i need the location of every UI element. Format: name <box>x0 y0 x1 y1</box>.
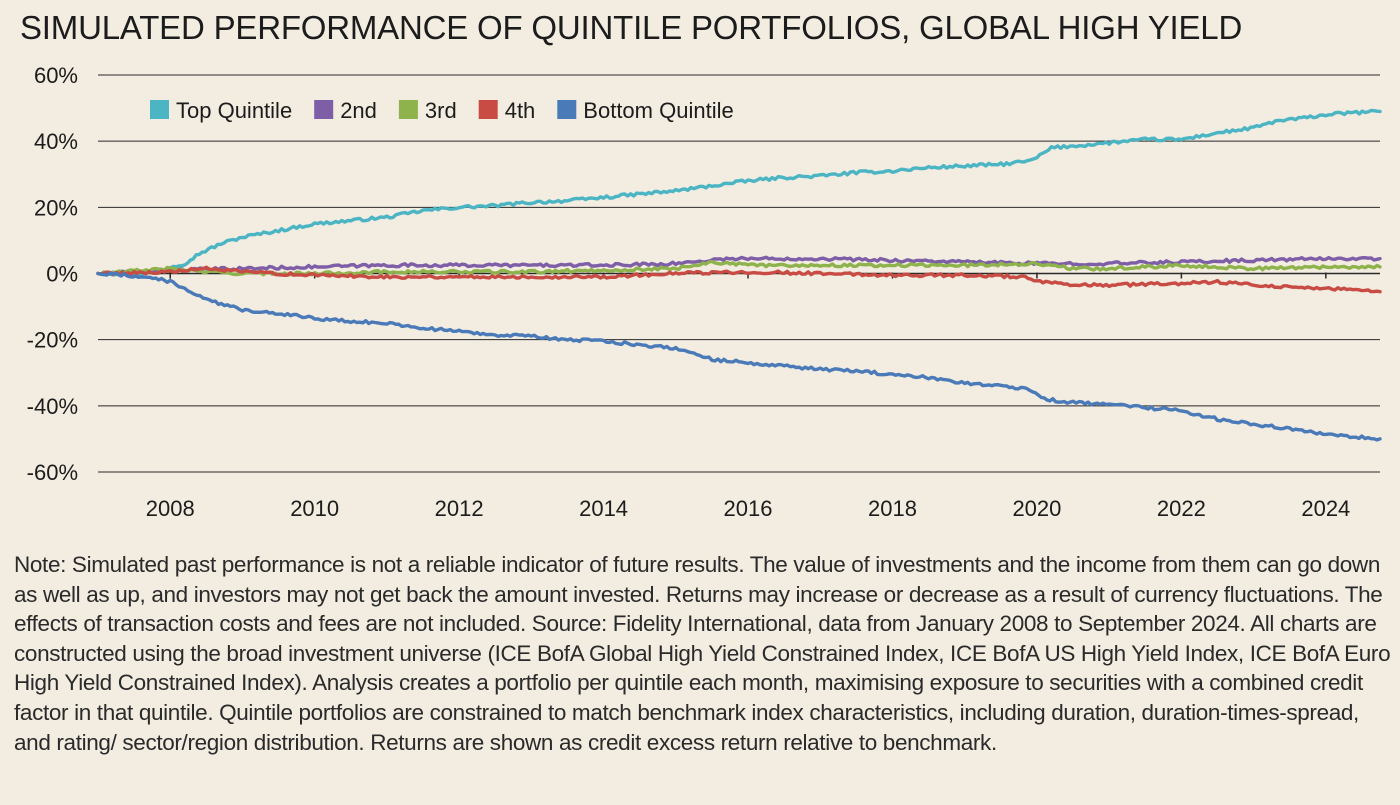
legend-swatch-bottom-quintile <box>557 100 577 119</box>
x-tick-label: 2010 <box>290 496 339 521</box>
series-line-bottom-quintile <box>96 271 1382 442</box>
series-line-4th <box>96 265 1382 294</box>
legend-swatch-3rd <box>398 100 418 119</box>
x-tick-label: 2024 <box>1301 496 1350 521</box>
y-tick-label: 40% <box>34 129 78 154</box>
y-tick-label: 60% <box>34 63 78 88</box>
series-line-top-quintile <box>96 108 1382 277</box>
series-line-2nd <box>96 255 1382 276</box>
x-tick-label: 2016 <box>724 496 773 521</box>
legend-label-3rd: 3rd <box>425 98 457 123</box>
y-tick-label: -60% <box>27 460 78 485</box>
x-tick-label: 2014 <box>579 496 628 521</box>
x-axis-tick-labels: 2008 2010 2012 2014 2016 2018 2020 2022 2024 <box>146 496 1351 521</box>
y-axis-tick-labels: 60% 40% 20% 0% -20% -40% -60% <box>27 63 78 485</box>
x-tick-label: 2018 <box>868 496 917 521</box>
legend-label-2nd: 2nd <box>340 98 377 123</box>
series-lines <box>96 108 1382 442</box>
legend-label-bottom-quintile: Bottom Quintile <box>583 98 733 123</box>
legend-swatch-2nd <box>314 100 334 119</box>
legend: Top Quintile 2nd 3rd 4th Bottom Quintile <box>150 98 734 123</box>
x-tick-label: 2008 <box>146 496 195 521</box>
quintile-performance-chart: 60% 40% 20% 0% -20% -40% -60% 2008 2010 2012 2014… <box>27 63 1382 521</box>
footnote: Note: Simulated past performance is not … <box>14 552 1391 755</box>
y-tick-label: 20% <box>34 195 78 220</box>
y-tick-label: -40% <box>27 394 78 419</box>
x-tick-label: 2012 <box>435 496 484 521</box>
y-tick-label: 0% <box>46 262 78 287</box>
legend-label-top-quintile: Top Quintile <box>176 98 292 123</box>
legend-swatch-top-quintile <box>150 100 169 119</box>
y-tick-label: -20% <box>27 328 78 353</box>
x-tick-label: 2022 <box>1157 496 1206 521</box>
legend-label-4th: 4th <box>505 98 536 123</box>
x-tick-label: 2020 <box>1012 496 1061 521</box>
legend-swatch-4th <box>478 100 498 119</box>
chart-title: SIMULATED PERFORMANCE OF QUINTILE PORTFO… <box>20 9 1243 46</box>
